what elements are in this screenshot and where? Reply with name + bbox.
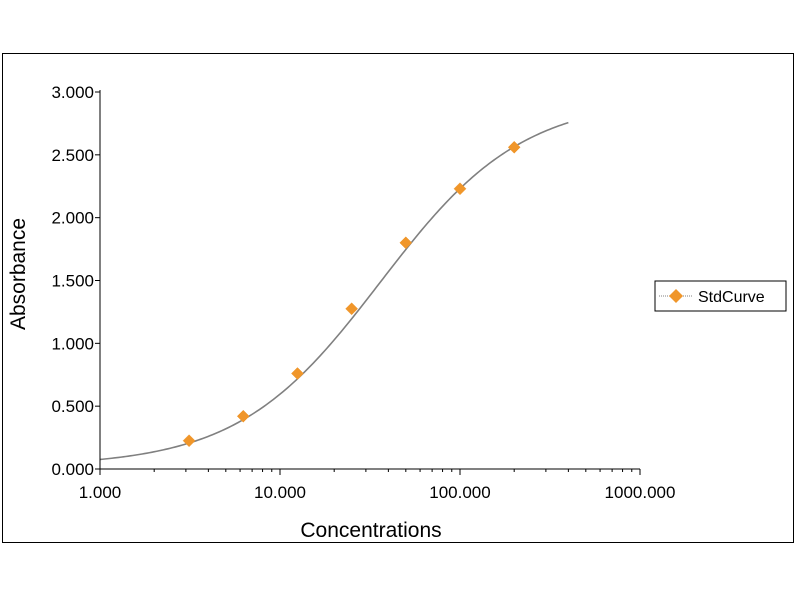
data-point-diamond	[291, 367, 304, 380]
chart-frame: 0.000 0.500 1.000 1.500 2.000 2.500 3.000 1.000…	[2, 53, 794, 543]
fit-curve-line	[99, 121, 569, 461]
y-tick-label: 0.000	[51, 460, 94, 479]
y-axis-title: Absorbance	[7, 218, 30, 330]
y-tick-label: 2.500	[51, 146, 94, 165]
data-point-diamond	[182, 434, 196, 448]
x-axis-title: Concentrations	[300, 519, 441, 542]
data-point-diamond	[236, 409, 250, 423]
data-point-diamond	[453, 182, 467, 196]
x-tick-label: 1000.000	[605, 483, 676, 502]
y-tick-label: 2.000	[51, 209, 94, 228]
fit-curve-layer	[99, 121, 569, 461]
legend-box	[654, 280, 787, 312]
legend-marker-diamond-icon	[669, 289, 683, 303]
legend: StdCurve	[654, 280, 787, 312]
x-tick-label: 100.000	[429, 483, 490, 502]
data-point-diamond	[507, 140, 521, 154]
y-tick-label: 1.000	[51, 334, 94, 353]
axes-layer	[95, 90, 641, 475]
tick-labels-layer: 0.000 0.500 1.000 1.500 2.000 2.500 3.000 1.000…	[51, 83, 675, 502]
y-tick-label: 1.500	[51, 272, 94, 291]
x-tick-label: 1.000	[79, 483, 122, 502]
data-points-layer	[182, 140, 521, 448]
x-tick-label: 10.000	[254, 483, 306, 502]
chart-svg: 0.000 0.500 1.000 1.500 2.000 2.500 3.000 1.000…	[7, 83, 787, 542]
data-point-diamond	[399, 236, 413, 250]
data-point-diamond	[345, 302, 358, 316]
y-tick-label: 3.000	[51, 83, 94, 102]
y-tick-label: 0.500	[51, 397, 94, 416]
legend-label-stdcurve: StdCurve	[698, 289, 765, 306]
